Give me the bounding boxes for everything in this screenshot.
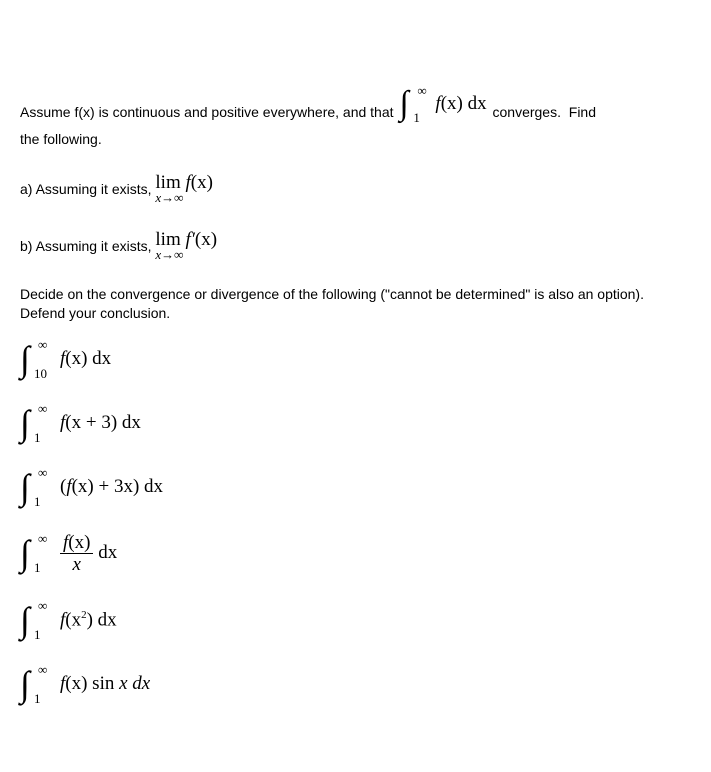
intro-text-part1: Assume f(x) is continuous and positive e… (20, 104, 397, 120)
limit-a: lim f(x) x→∞ (155, 173, 213, 204)
integrand: f(x)x dx (60, 533, 117, 574)
integrand: f(x + 3) dx (60, 412, 141, 434)
integral-icon: ∫∞10 (20, 341, 48, 377)
fn-arg: (x) dx (441, 93, 487, 114)
integral-icon: ∫∞1 (20, 535, 48, 571)
lim-fn: f′ (185, 229, 194, 250)
integral-upper: ∞ (38, 663, 47, 676)
expr: (x + 3) dx (65, 412, 141, 433)
page-content: Assume f(x) is continuous and positive e… (0, 0, 711, 722)
problem-b: b) Assuming it exists, lim f′(x) x→∞ (20, 230, 691, 261)
integral-icon: ∫ ∞ 1 (399, 87, 425, 121)
integral-icon: ∫∞1 (20, 405, 48, 441)
integral-lower: 10 (34, 367, 47, 380)
integral-lower: 1 (34, 628, 41, 641)
frac-part: dx (93, 542, 117, 563)
fraction: f(x)x (60, 533, 93, 574)
integral-upper: ∞ (417, 84, 426, 97)
integral-lower: 1 (34, 561, 41, 574)
integral-upper: ∞ (38, 338, 47, 351)
frac-part: x (60, 554, 93, 574)
integrand: f(x) dx (60, 348, 111, 370)
intro-line-1: Assume f(x) is continuous and positive e… (20, 95, 691, 129)
expr-part: (x) sin (65, 673, 119, 694)
expr-part: (x (65, 609, 81, 630)
integral-icon: ∫∞1 (20, 666, 48, 702)
expr-part: (x) + 3x (72, 476, 133, 497)
integral-lower: 1 (34, 495, 41, 508)
intro-integrand: f(x) dx (435, 93, 486, 115)
intro-text-part2: converges. Find (489, 104, 596, 120)
integral-icon: ∫∞1 (20, 469, 48, 505)
intro-integral: ∫ ∞ 1 f(x) dx (399, 87, 486, 121)
integral-row-3: ∫∞1f(x)x dx (20, 533, 691, 574)
expr-part: ) dx (133, 476, 163, 497)
decide-text: Decide on the convergence or divergence … (20, 285, 691, 323)
integral-row-0: ∫∞10f(x) dx (20, 341, 691, 377)
lim-arg: (x) (195, 229, 217, 250)
integral-row-1: ∫∞1f(x + 3) dx (20, 405, 691, 441)
integrand: f(x2) dx (60, 609, 117, 631)
frac-part: f(x) (60, 533, 93, 554)
integral-row-5: ∫∞1f(x) sin x dx (20, 666, 691, 702)
intro-line-2: the following. (20, 131, 691, 147)
limit-b: lim f′(x) x→∞ (155, 230, 217, 261)
integral-upper: ∞ (38, 532, 47, 545)
expr: (x) dx (65, 348, 111, 369)
integral-icon: ∫∞1 (20, 602, 48, 638)
integral-lower: 1 (413, 111, 420, 124)
integrand: (f(x) + 3x) dx (60, 476, 163, 498)
integral-upper: ∞ (38, 466, 47, 479)
integral-row-4: ∫∞1f(x2) dx (20, 602, 691, 638)
label-b: b) Assuming it exists, (20, 238, 155, 254)
expr-part: ) dx (87, 609, 117, 630)
label-a: a) Assuming it exists, (20, 181, 155, 197)
integrals-list: ∫∞10f(x) dx∫∞1f(x + 3) dx∫∞1(f(x) + 3x) … (20, 341, 691, 702)
integral-row-2: ∫∞1(f(x) + 3x) dx (20, 469, 691, 505)
integrand: f(x) sin x dx (60, 673, 150, 695)
integral-lower: 1 (34, 692, 41, 705)
expr-part: x dx (119, 673, 150, 694)
integral-lower: 1 (34, 431, 41, 444)
lim-arg: (x) (191, 172, 213, 193)
integral-upper: ∞ (38, 599, 47, 612)
integral-upper: ∞ (38, 402, 47, 415)
problem-a: a) Assuming it exists, lim f(x) x→∞ (20, 173, 691, 204)
